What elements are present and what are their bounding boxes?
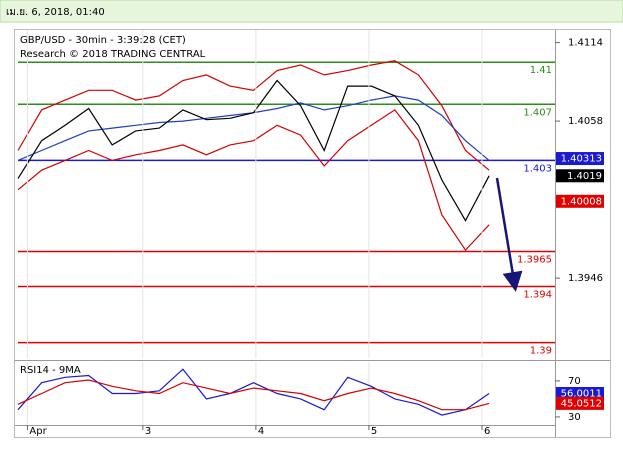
plot-layer: 1.41141.40581.39461.411.4071.4031.39651.…: [17, 30, 604, 437]
rsi-title: RSI14 - 9MA: [20, 365, 81, 376]
chart-title: GBP/USD - 30min - 3:39:28 (CET): [20, 35, 186, 46]
level-label: 1.394: [523, 290, 552, 301]
readout-box: [556, 396, 604, 410]
readout-label: 1.40313: [561, 154, 602, 165]
x-tick-label: 4: [258, 426, 264, 437]
readout-label: 1.40008: [561, 196, 602, 207]
series-line: [17, 79, 490, 222]
timestamp: เม.ย. 6, 2018, 01:40: [6, 7, 105, 18]
x-tick-label: 5: [371, 426, 377, 437]
readout-label: 56.0011: [561, 388, 602, 399]
readout-box: [556, 169, 604, 183]
y-tick-label: 70: [568, 376, 581, 387]
level-label: 1.41: [530, 65, 552, 76]
y-tick-label: 1.3946: [568, 273, 603, 284]
forecast-arrow: [495, 177, 523, 292]
level-label: 1.39: [530, 346, 552, 357]
chart-frame: [14, 29, 611, 438]
x-tick-label: 6: [484, 426, 490, 437]
x-tick-label: 3: [145, 426, 151, 437]
chart-subtitle: Research © 2018 TRADING CENTRAL: [20, 49, 206, 60]
series-line: [17, 60, 490, 171]
readout-box: [556, 194, 604, 208]
level-label: 1.403: [523, 163, 552, 174]
header-bar: [0, 0, 623, 23]
y-tick-label: 30: [568, 412, 581, 423]
series-line: [17, 379, 490, 411]
level-label: 1.3965: [517, 254, 552, 265]
readout-label: 1.4019: [567, 171, 602, 182]
readout-box: [556, 152, 604, 166]
series-line: [17, 109, 490, 252]
y-tick-label: 1.4114: [568, 38, 603, 49]
readout-label: 45.0512: [561, 398, 602, 409]
y-tick-label: 1.4058: [568, 116, 603, 127]
readout-box: [556, 386, 604, 400]
x-tick-label: Apr: [29, 426, 47, 437]
level-label: 1.407: [523, 107, 552, 118]
